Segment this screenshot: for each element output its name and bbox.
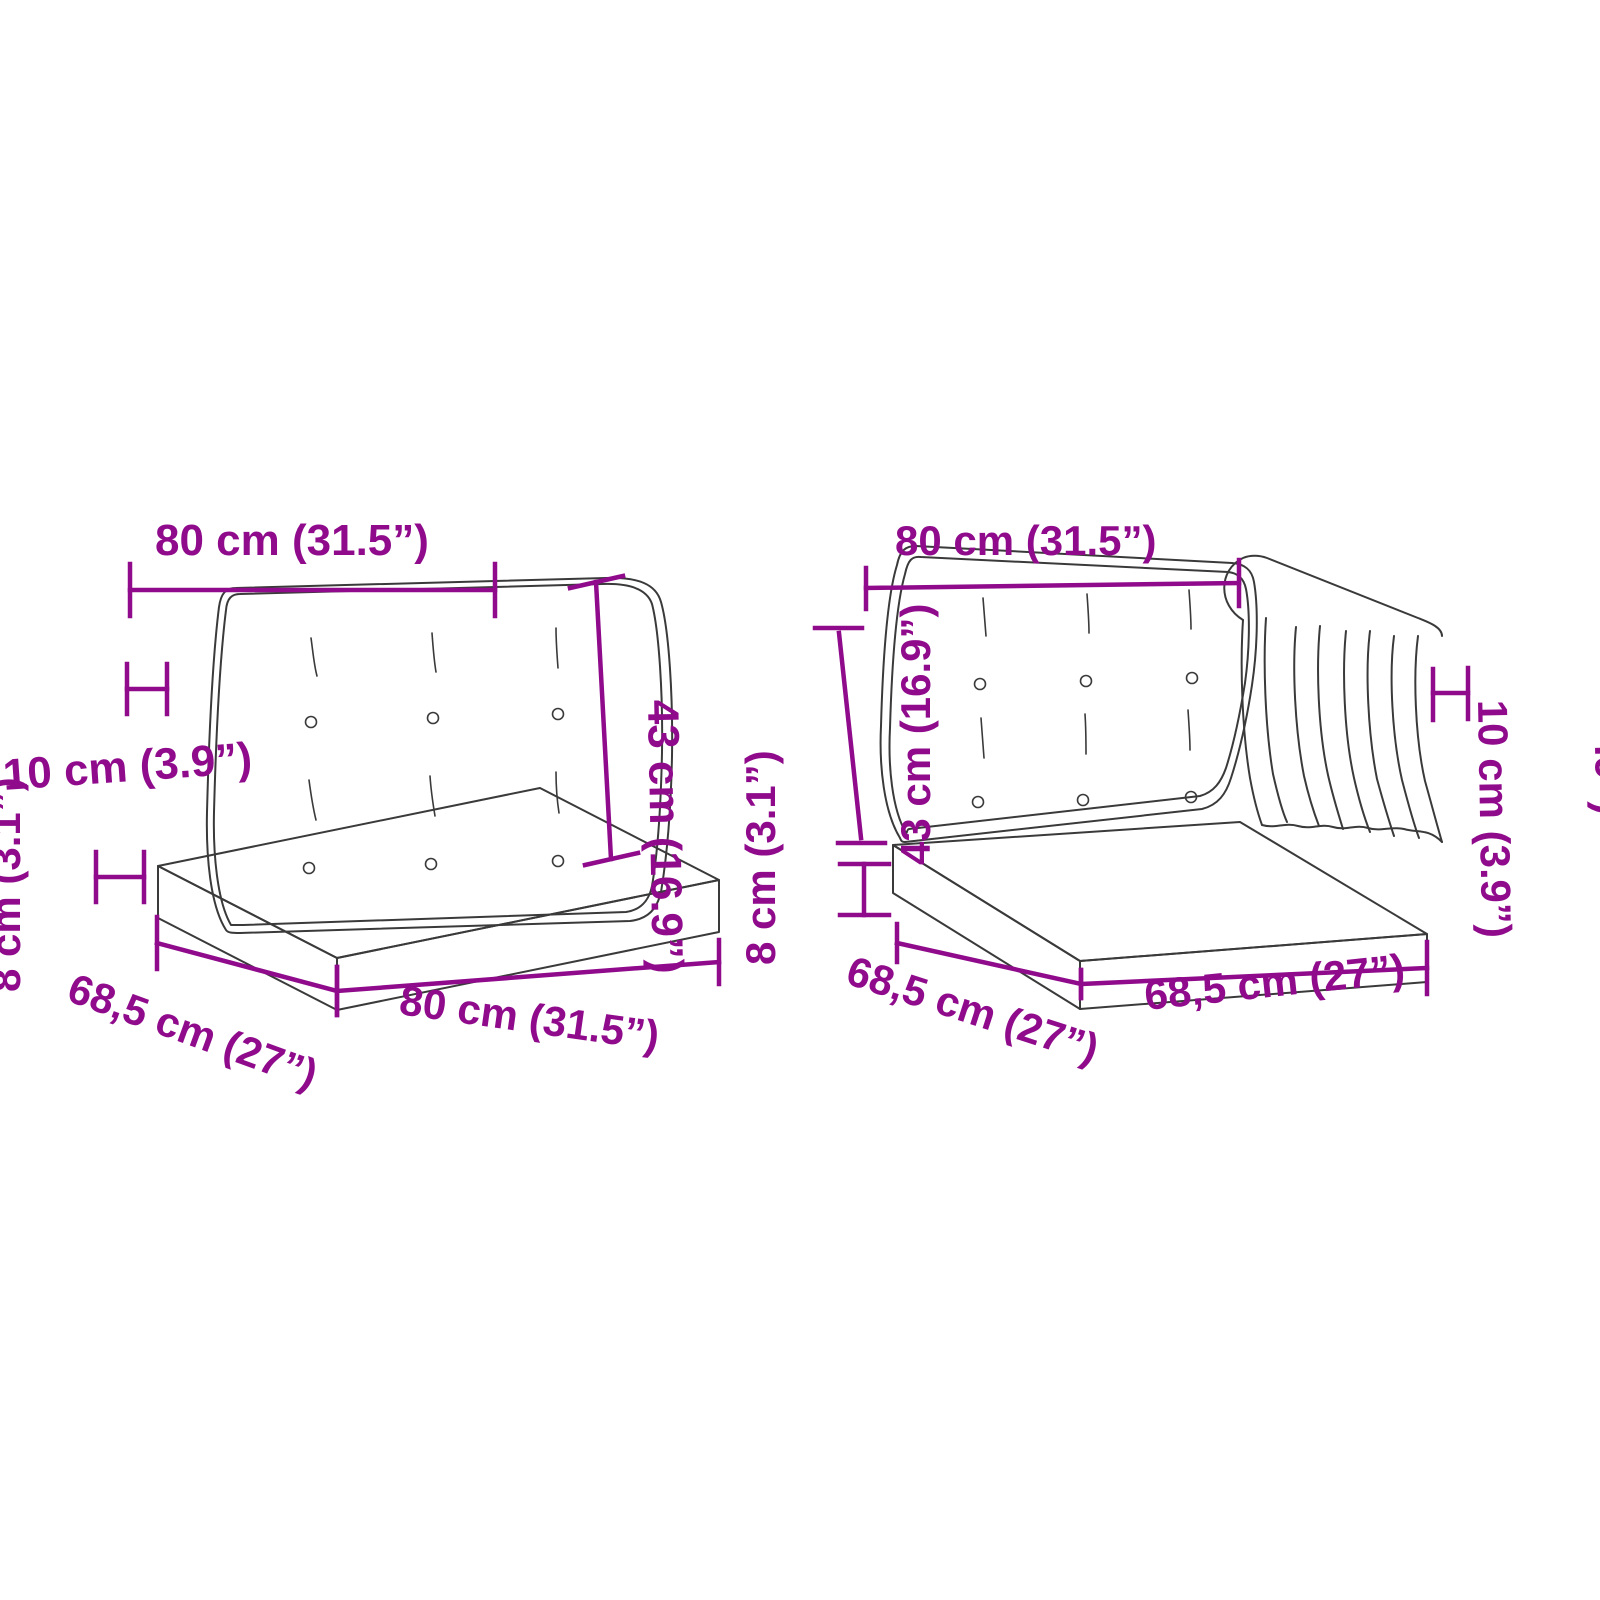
svg-text:80 cm (31.5”): 80 cm (31.5”) (895, 517, 1156, 564)
svg-text:8 cm (3.1”): 8 cm (3.1”) (737, 750, 784, 965)
svg-text:8 cm (3.1”): 8 cm (3.1”) (0, 777, 29, 992)
svg-text:43 cm (16.9”): 43 cm (16.9”) (892, 604, 939, 865)
svg-text:80 cm (31.5”): 80 cm (31.5”) (155, 516, 429, 565)
svg-text:43 cm (16.9”): 43 cm (16.9”) (638, 699, 692, 974)
svg-text:.9”): .9”) (1586, 744, 1600, 815)
svg-text:10 cm (3.9”): 10 cm (3.9”) (1469, 699, 1520, 938)
